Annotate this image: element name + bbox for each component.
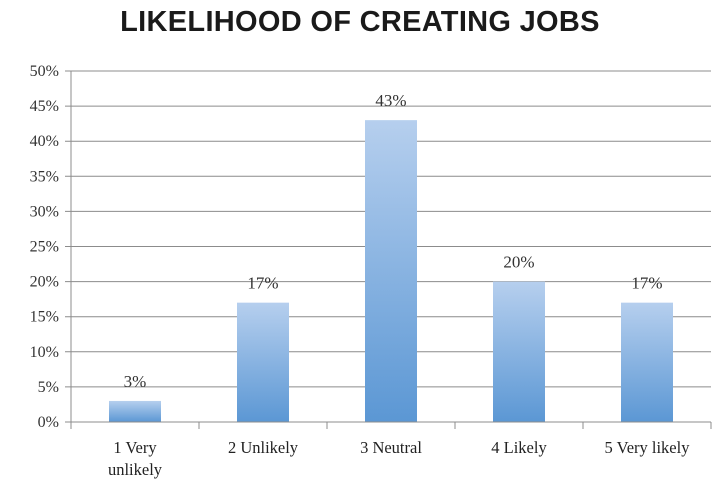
data-label: 17% [631,274,662,293]
y-axis-ticks: 0% 5% 10% 15% 20% 25% 30% 35% 40% 45% 50% [30,63,59,431]
y-tick-label: 10% [30,344,59,361]
bar [237,302,289,422]
data-label: 43% [375,91,406,110]
y-tick-label: 20% [30,274,59,291]
data-labels: 3% 17% 43% 20% 17% [124,91,663,391]
x-category-label: 4 Likely [491,438,547,457]
bar [109,400,161,422]
data-label: 17% [247,274,278,293]
y-tick-label: 30% [30,203,59,220]
x-axis-categories: 1 Very unlikely 2 Unlikely 3 Neutral 4 Likel… [71,421,711,479]
bars [109,120,673,422]
data-label: 3% [124,372,147,391]
y-tick-label: 0% [38,414,59,431]
x-category-label: 2 Unlikely [228,438,299,457]
bar [621,302,673,422]
x-category-label: 3 Neutral [360,438,422,457]
y-tick-label: 25% [30,239,59,256]
chart-title: LIKELIHOOD OF CREATING JOBS [120,6,600,38]
x-category-label: 5 Very likely [605,438,691,457]
bar [365,120,417,422]
x-category-label: 1 Very unlikely [108,438,163,479]
data-label: 20% [503,253,534,272]
y-tick-label: 40% [30,133,59,150]
y-tick-label: 50% [30,63,59,80]
bar [493,281,545,422]
y-tick-label: 35% [30,168,59,185]
y-tick-label: 45% [30,98,59,115]
y-tick-label: 15% [30,309,59,326]
y-tick-label: 5% [38,379,59,396]
